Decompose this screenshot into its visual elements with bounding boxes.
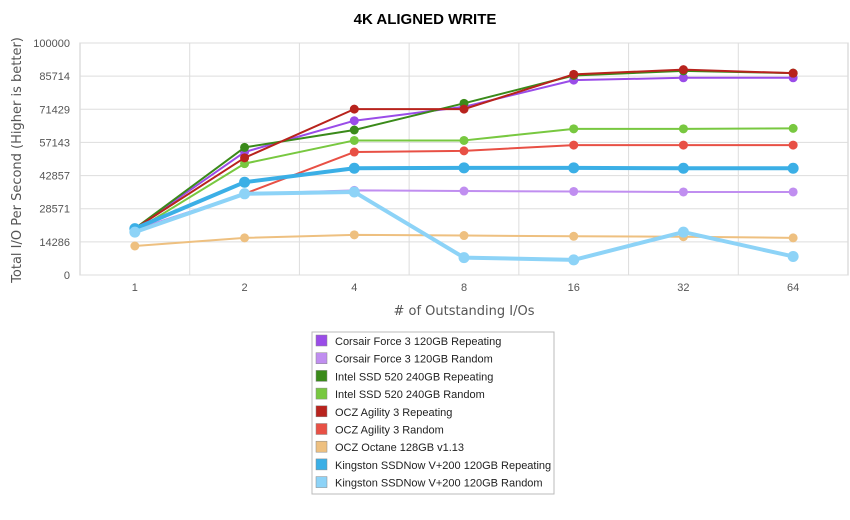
y-tick-label: 28571	[39, 204, 70, 216]
x-tick-label: 8	[461, 282, 467, 294]
data-point	[240, 153, 250, 163]
data-point	[569, 186, 579, 196]
data-point	[240, 142, 250, 152]
legend-swatch	[315, 334, 328, 347]
data-point	[349, 230, 359, 240]
data-point	[569, 140, 579, 150]
legend-swatch	[315, 440, 328, 453]
legend-label: OCZ Agility 3 Repeating	[335, 407, 452, 419]
data-point	[348, 186, 360, 198]
data-point	[130, 241, 140, 251]
data-point	[678, 187, 688, 197]
data-point	[349, 147, 359, 157]
data-point	[349, 116, 359, 126]
x-tick-label: 16	[568, 282, 580, 294]
data-point	[678, 124, 688, 134]
data-point	[458, 162, 470, 174]
data-point	[459, 135, 469, 145]
legend-swatch	[315, 352, 328, 364]
data-point	[677, 162, 689, 174]
data-point	[459, 146, 469, 156]
data-point	[568, 254, 580, 266]
y-tick-label: 100000	[33, 38, 70, 50]
y-tick-label: 57143	[39, 137, 70, 149]
data-point	[677, 226, 689, 238]
legend: Corsair Force 3 120GB Repeating Corsair F…	[311, 331, 555, 495]
y-tick-label: 85714	[39, 71, 70, 83]
legend-swatch	[315, 423, 328, 435]
data-point	[569, 69, 579, 79]
data-point	[239, 188, 251, 200]
y-tick-label: 71429	[39, 104, 70, 116]
data-point	[568, 162, 580, 174]
data-point	[348, 162, 360, 174]
y-axis-label: Total I/O Per Second (Higher is better)	[10, 37, 25, 284]
data-point	[678, 65, 688, 75]
y-tick-label: 42857	[39, 171, 70, 183]
legend-label: Intel SSD 520 240GB Random	[335, 389, 485, 401]
legend-label: Corsair Force 3 120GB Repeating	[335, 336, 501, 348]
data-point	[787, 250, 799, 262]
legend-label: OCZ Agility 3 Random	[335, 425, 444, 437]
legend-swatch	[315, 476, 328, 488]
legend-label: Intel SSD 520 240GB Repeating	[335, 371, 493, 383]
x-tick-label: 1	[132, 282, 138, 294]
x-tick-label: 2	[242, 282, 248, 294]
y-tick-label: 0	[64, 270, 70, 282]
x-tick-label: 32	[677, 282, 689, 294]
legend-swatch	[315, 370, 328, 382]
grid-lines	[80, 42, 848, 276]
data-point	[788, 187, 798, 197]
legend-label: Kingston SSDNow V+200 120GB Random	[335, 478, 543, 490]
y-axis-ticks: 0 14286 28571 42857 57143 71429 85714 100000	[33, 38, 70, 282]
legend-label: Corsair Force 3 120GB Random	[335, 354, 493, 366]
x-tick-label: 64	[787, 282, 799, 294]
y-tick-label: 14286	[39, 237, 70, 249]
legend-swatch	[315, 405, 328, 418]
data-point	[349, 125, 359, 135]
data-point	[569, 124, 579, 134]
series-3	[130, 123, 798, 236]
x-axis-ticks: 1 2 4 8 16 32 64	[132, 282, 799, 294]
data-point	[788, 140, 798, 150]
data-point	[349, 135, 359, 145]
data-point	[459, 231, 469, 241]
legend-label: OCZ Octane 128GB v1.13	[335, 442, 464, 454]
legend-box	[311, 331, 555, 495]
data-point	[569, 231, 579, 241]
x-axis-label: # of Outstanding I/Os	[393, 304, 534, 319]
chart-title: 4K ALIGNED WRITE	[354, 11, 497, 28]
data-point	[788, 123, 798, 133]
legend-swatch	[315, 458, 328, 471]
data-point	[788, 233, 798, 243]
data-point	[678, 140, 688, 150]
data-point	[787, 162, 799, 174]
data-point	[788, 68, 798, 78]
legend-swatch	[315, 387, 328, 400]
data-point	[459, 186, 469, 196]
legend-label: Kingston SSDNow V+200 120GB Repeating	[335, 460, 551, 472]
series-8	[129, 186, 799, 266]
data-point	[458, 252, 470, 264]
series-group	[129, 65, 799, 266]
data-point	[678, 73, 688, 83]
data-point	[240, 233, 250, 243]
data-point	[129, 226, 141, 238]
data-point	[349, 104, 359, 114]
data-point	[239, 176, 251, 188]
data-point	[459, 104, 469, 114]
x-tick-label: 4	[351, 282, 357, 294]
